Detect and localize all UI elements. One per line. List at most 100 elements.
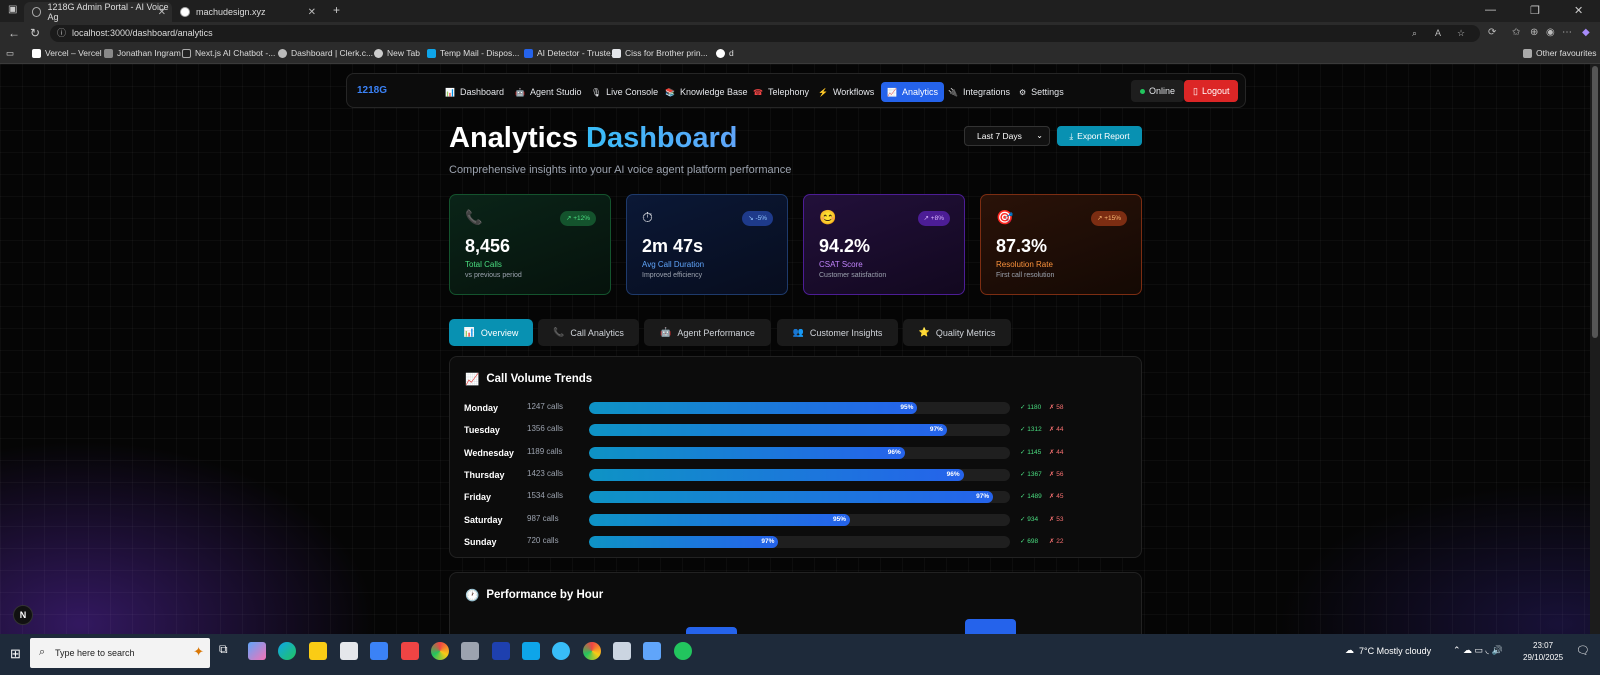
chrome-profile-icon[interactable] — [583, 642, 601, 660]
clock-icon: 🕐 — [465, 590, 480, 602]
collections-icon[interactable]: ⊕ — [1530, 27, 1539, 38]
nav-item-settings[interactable]: ⚙ Settings — [1019, 87, 1064, 97]
call-count: 987 calls — [527, 513, 559, 523]
date-range-select[interactable]: Last 7 Days ⌄ — [964, 126, 1050, 146]
hour-bar — [686, 627, 737, 634]
page-scrollbar[interactable] — [1590, 64, 1600, 634]
bookmark-item[interactable]: Dashboard | Clerk.c... — [278, 48, 373, 58]
nav-item-dashboard[interactable]: 📊 Dashboard — [445, 87, 504, 97]
hour-bar — [965, 619, 1016, 634]
tab-agent-performance[interactable]: 🤖 Agent Performance — [644, 319, 771, 346]
bookmark-item[interactable]: New Tab — [374, 48, 420, 58]
new-tab-button[interactable]: + — [333, 3, 341, 17]
close-window-button[interactable]: ✕ — [1574, 5, 1584, 17]
bookmarks-toggle-icon[interactable]: ▭ — [6, 48, 15, 58]
scroll-thumb[interactable] — [1592, 66, 1598, 338]
export-report-button[interactable]: ⤓ Export Report — [1057, 126, 1142, 146]
whatsapp-icon[interactable] — [674, 642, 692, 660]
phone-icon: 📞 — [553, 327, 565, 337]
tab-overview[interactable]: 📊 Overview — [449, 319, 533, 346]
logout-button[interactable]: ▯ Logout — [1184, 80, 1239, 102]
weather-widget[interactable]: ☁ 7°C Mostly cloudy — [1345, 645, 1432, 656]
mail-app-icon[interactable] — [370, 642, 388, 660]
system-tray-icons[interactable]: ⌃ ☁ ▭ ◟ 🔊 — [1453, 645, 1503, 655]
call-count: 1247 calls — [527, 402, 564, 411]
kpi-value: 8,456 — [465, 236, 511, 256]
day-label: Thursday — [464, 469, 505, 480]
robot-icon: 🤖 — [660, 327, 672, 337]
copilot-icon[interactable]: ◆ — [1582, 27, 1590, 38]
taskbar-search[interactable]: ⌕ Type here to search ✦ — [30, 638, 210, 668]
bookmark-item[interactable]: AI Detector - Truste... — [524, 48, 618, 58]
app-icon[interactable] — [461, 642, 479, 660]
close-tab-icon[interactable]: ✕ — [157, 6, 166, 18]
kpi-card-resolution-rate: 🎯 ↗ +15% 87.3% Resolution Rate First cal… — [980, 194, 1142, 295]
notification-icon[interactable]: 🗨 — [1576, 645, 1590, 657]
back-arrow-icon[interactable]: ← — [8, 26, 20, 40]
youtube-app-icon[interactable] — [401, 642, 419, 660]
day-label: Saturday — [464, 514, 503, 525]
read-aloud-icon[interactable]: A — [1435, 28, 1442, 38]
bookmark-item[interactable]: d — [716, 48, 734, 58]
progress-fill: 96% — [589, 446, 905, 459]
file-explorer-icon[interactable] — [309, 642, 327, 660]
extensions-icon[interactable]: ⟳ — [1488, 27, 1497, 38]
tab-actions-icon[interactable]: ▣ — [8, 4, 18, 15]
star-icon: ⭐ — [918, 327, 930, 337]
edge-app-icon[interactable] — [278, 642, 296, 660]
store-app-icon[interactable] — [340, 642, 358, 660]
profile-avatar-icon[interactable]: ◉ — [1546, 27, 1555, 38]
more-menu-icon[interactable]: ⋯ — [1562, 27, 1572, 38]
bookmark-item[interactable]: Jonathan Ingram — [104, 48, 181, 58]
windows-start-icon[interactable]: ⊞ — [10, 646, 21, 661]
nav-item-workflows[interactable]: ⚡ Workflows — [818, 87, 875, 97]
success-count: ✓ 1180 — [1020, 404, 1042, 411]
favorites-icon[interactable]: ✩ — [1512, 27, 1521, 38]
nav-item-live-console[interactable]: 🎙 Live Console — [591, 87, 659, 97]
nav-item-analytics[interactable]: 📈 Analytics — [881, 82, 944, 102]
nav-item-telephony[interactable]: ☎ Telephony — [753, 87, 810, 97]
call-count: 1189 calls — [527, 446, 563, 456]
brand-logo[interactable]: 1218G — [357, 85, 388, 96]
chrome-app-icon[interactable] — [431, 642, 449, 660]
nav-item-integrations[interactable]: 🔌 Integrations — [948, 87, 1010, 97]
bookmark-item[interactable]: Vercel – Vercel — [32, 48, 102, 58]
nav-item-knowledge-base[interactable]: 📚 Knowledge Base — [665, 87, 748, 97]
plug-icon: 🔌 — [948, 87, 958, 97]
bookmark-item[interactable]: Temp Mail - Dispos... — [427, 48, 519, 58]
powershell-icon[interactable] — [492, 642, 510, 660]
windows-taskbar: ⊞ ⌕ Type here to search ✦ ⧉ ☁ 7°C Mostly… — [0, 634, 1600, 675]
nav-item-agent-studio[interactable]: 🤖 Agent Studio — [515, 87, 582, 97]
maximize-button[interactable]: ❐ — [1530, 5, 1540, 17]
close-tab-icon[interactable]: ✕ — [307, 6, 316, 18]
success-rate: 96% — [887, 448, 901, 456]
trend-badge: ↗ +15% — [1090, 211, 1127, 226]
refresh-icon[interactable]: ↻ — [30, 26, 41, 40]
info-icon[interactable]: ⓘ — [57, 28, 67, 38]
tab-quality-metrics[interactable]: ⭐ Quality Metrics — [903, 319, 1011, 346]
books-icon: 📚 — [665, 87, 675, 97]
zoom-icon[interactable]: ⌕ — [1412, 28, 1418, 38]
bookmark-item[interactable]: Ciss for Brother prin... — [612, 48, 708, 58]
app-icon[interactable] — [643, 642, 661, 660]
nextjs-dev-badge[interactable]: N — [13, 605, 33, 625]
status-dot — [1140, 88, 1145, 94]
call-volume-row: Saturday 987 calls 95% ✓ 934 ✗ 53 — [450, 512, 1143, 528]
bookmark-item[interactable]: Next.js AI Chatbot -... — [182, 48, 275, 58]
browser-tab-admin[interactable]: 1218G Admin Portal - AI Voice Ag ✕ — [24, 2, 172, 22]
app-icon[interactable] — [613, 642, 631, 660]
address-input[interactable]: ⓘ localhost:3000/dashboard/analytics ⌕ A… — [50, 25, 1480, 42]
task-view-icon[interactable]: ⧉ — [219, 642, 228, 656]
browser-tab-machu[interactable]: machudesign.xyz ✕ — [172, 2, 322, 22]
call-volume-row: Friday 1534 calls 97% ✓ 1489 ✗ 45 — [450, 489, 1143, 505]
kpi-sub: vs previous period — [465, 272, 522, 279]
minimize-button[interactable]: — — [1485, 4, 1496, 16]
copilot-app-icon[interactable] — [248, 642, 266, 660]
tab-customer-insights[interactable]: 👥 Customer Insights — [777, 319, 898, 346]
tab-call-analytics[interactable]: 📞 Call Analytics — [538, 319, 639, 346]
other-favourites[interactable]: Other favourites — [1523, 48, 1596, 58]
favorite-star-icon[interactable]: ☆ — [1457, 28, 1466, 38]
taskbar-clock[interactable]: 23:07 29/10/2025 — [1523, 641, 1564, 662]
vscode-icon[interactable] — [522, 642, 540, 660]
app-icon[interactable] — [552, 642, 570, 660]
